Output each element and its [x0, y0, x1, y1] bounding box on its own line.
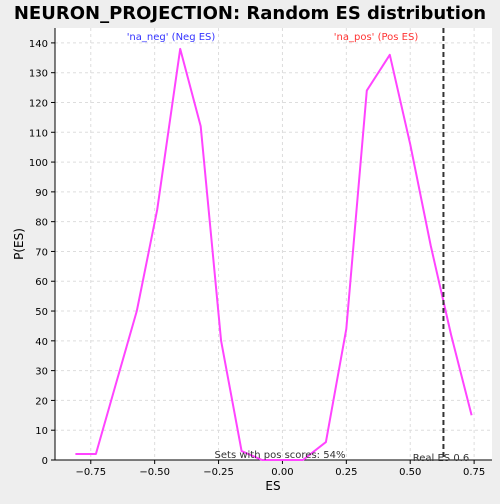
y-axis-label: P(ES)	[12, 228, 26, 260]
y-tick-label: 50	[35, 307, 48, 318]
y-tick-label: 40	[35, 337, 48, 348]
real-es-label: Real ES 0.6	[413, 453, 469, 464]
y-tick-label: 110	[29, 128, 48, 139]
neg-es-label: 'na_neg' (Neg ES)	[127, 32, 216, 43]
sets-with-pos-label: Sets with pos scores: 54%	[215, 450, 346, 461]
series	[75, 47, 473, 461]
y-tick-label: 140	[29, 39, 48, 50]
y-tick-label: 0	[42, 456, 48, 467]
chart-title: NEURON_PROJECTION: Random ES distributio…	[14, 3, 486, 24]
y-tick-label: 80	[35, 218, 48, 229]
y-tick-label: 20	[35, 396, 48, 407]
y-tick-label: 10	[35, 426, 48, 437]
x-tick-label: 0.50	[399, 467, 421, 478]
x-tick-label: −0.25	[203, 467, 234, 478]
x-tick-label: 0.75	[463, 467, 485, 478]
x-tick-label: −0.50	[139, 467, 170, 478]
y-tick-label: 60	[35, 277, 48, 288]
y-tick-label: 70	[35, 247, 48, 258]
x-tick-label: −0.75	[75, 467, 106, 478]
grid	[55, 28, 492, 461]
x-tick-label: 0.00	[271, 467, 293, 478]
es-distribution-line	[75, 47, 473, 461]
ticks: 0 10 20 30 40 50 60 70 80 90 100 110 120 130 140 −0.75 −…	[29, 39, 485, 478]
x-axis-label: ES	[265, 479, 280, 493]
plot-area	[55, 28, 492, 460]
x-tick-label: 0.25	[335, 467, 357, 478]
y-tick-label: 90	[35, 188, 48, 199]
pos-es-label: 'na_pos' (Pos ES)	[334, 32, 419, 43]
y-tick-label: 30	[35, 367, 48, 378]
y-tick-label: 100	[29, 158, 48, 169]
y-tick-label: 130	[29, 69, 48, 80]
y-tick-label: 120	[29, 98, 48, 109]
